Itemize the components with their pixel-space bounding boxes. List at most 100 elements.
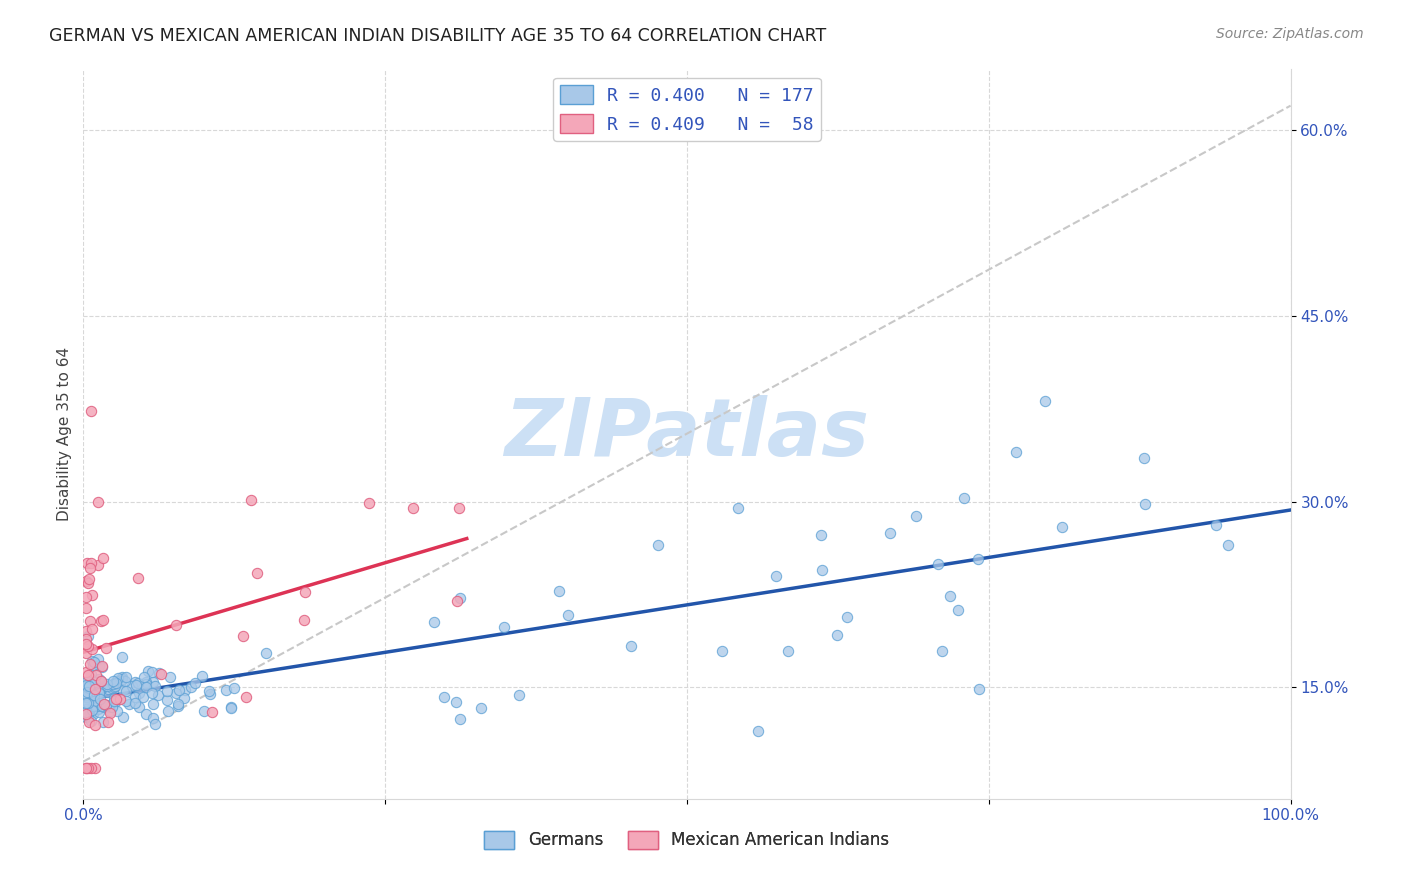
Point [97, 714, 120, 729]
Point [422, 615, 444, 630]
Point [91, 699, 114, 714]
Point [80, 667, 103, 681]
Point [76, 674, 98, 689]
Point [1133, 497, 1156, 511]
Point [111, 650, 134, 665]
Point [75, 705, 97, 719]
Point [166, 697, 188, 711]
Point [711, 643, 734, 657]
Point [91, 681, 114, 696]
Point [167, 698, 190, 713]
Point [87, 684, 110, 698]
Point [449, 591, 471, 605]
Point [98, 704, 121, 718]
Point [77, 572, 100, 586]
Point [76, 685, 98, 699]
Point [127, 676, 149, 690]
Point [77, 696, 100, 710]
Point [80, 654, 103, 668]
Point [967, 552, 990, 566]
Point [91, 659, 114, 673]
Point [135, 677, 157, 691]
Point [1133, 450, 1156, 465]
Point [146, 688, 169, 702]
Point [143, 716, 166, 731]
Point [232, 629, 254, 643]
Point [94, 698, 117, 713]
Point [1005, 445, 1028, 459]
Point [114, 673, 136, 688]
Point [927, 557, 949, 571]
Point [492, 620, 515, 634]
Point [75, 632, 97, 646]
Point [879, 525, 901, 540]
Point [75, 637, 97, 651]
Point [103, 693, 125, 707]
Point [80, 677, 103, 691]
Point [75, 697, 97, 711]
Point [87, 701, 110, 715]
Point [87, 495, 110, 509]
Point [79, 657, 101, 672]
Point [80, 702, 103, 716]
Point [75, 690, 97, 705]
Point [727, 501, 749, 516]
Point [94, 698, 117, 712]
Point [84, 675, 107, 690]
Point [87, 694, 110, 708]
Point [222, 681, 245, 695]
Point [80, 761, 103, 775]
Point [931, 644, 953, 658]
Point [221, 700, 243, 714]
Point [77, 681, 100, 696]
Point [91, 680, 114, 694]
Point [75, 665, 97, 679]
Point [142, 698, 165, 712]
Point [240, 493, 263, 508]
Point [292, 613, 315, 627]
Point [135, 674, 157, 689]
Point [101, 700, 124, 714]
Point [149, 666, 172, 681]
Point [125, 678, 148, 692]
Point [93, 613, 115, 627]
Point [136, 664, 159, 678]
Point [82, 707, 104, 722]
Point [104, 695, 127, 709]
Point [93, 699, 115, 714]
Point [75, 591, 97, 605]
Point [165, 686, 187, 700]
Point [107, 671, 129, 685]
Point [128, 699, 150, 714]
Point [142, 675, 165, 690]
Point [77, 714, 100, 729]
Point [86, 682, 108, 697]
Point [246, 566, 269, 580]
Point [77, 576, 100, 591]
Point [357, 496, 380, 510]
Point [1050, 520, 1073, 534]
Point [90, 673, 112, 688]
Text: Source: ZipAtlas.com: Source: ZipAtlas.com [1216, 27, 1364, 41]
Point [141, 665, 163, 679]
Point [127, 571, 149, 585]
Point [77, 668, 100, 682]
Point [75, 674, 97, 689]
Point [219, 701, 242, 715]
Point [89, 681, 111, 695]
Point [89, 673, 111, 687]
Point [91, 551, 114, 566]
Point [1218, 538, 1240, 552]
Point [98, 706, 121, 721]
Point [80, 678, 103, 692]
Point [96, 679, 118, 693]
Legend: Germans, Mexican American Indians: Germans, Mexican American Indians [478, 824, 896, 856]
Point [200, 687, 222, 701]
Point [184, 676, 207, 690]
Point [201, 705, 224, 719]
Point [87, 702, 110, 716]
Point [135, 680, 157, 694]
Point [91, 714, 114, 729]
Point [173, 683, 195, 698]
Point [83, 761, 105, 775]
